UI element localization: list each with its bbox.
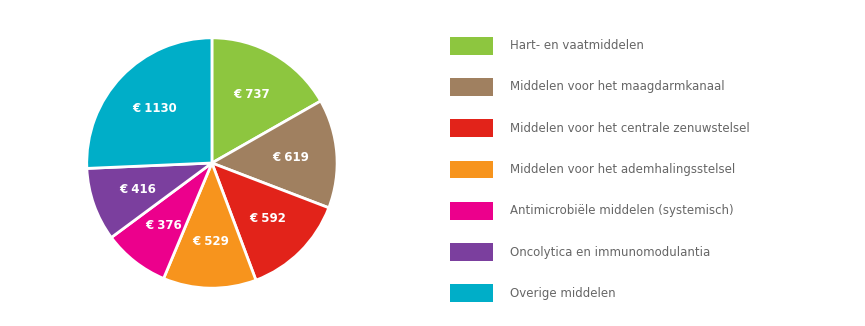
Text: € 592: € 592 (249, 213, 286, 226)
Text: Antimicrobiële middelen (systemisch): Antimicrobiële middelen (systemisch) (510, 204, 734, 217)
Bar (450, 243, 493, 261)
Bar (450, 78, 493, 96)
Bar (450, 119, 493, 137)
Bar (450, 161, 493, 179)
Text: Middelen voor het centrale zenuwstelsel: Middelen voor het centrale zenuwstelsel (510, 122, 750, 135)
Wedge shape (212, 163, 329, 280)
Wedge shape (163, 163, 256, 288)
Bar (450, 284, 493, 303)
Bar (450, 37, 493, 54)
Bar (450, 202, 493, 220)
Text: Overige middelen: Overige middelen (510, 287, 616, 300)
Text: € 376: € 376 (145, 218, 182, 231)
Wedge shape (86, 163, 212, 238)
Text: Middelen voor het ademhalingsstelsel: Middelen voor het ademhalingsstelsel (510, 163, 735, 176)
Text: € 1130: € 1130 (132, 102, 177, 115)
Wedge shape (212, 101, 337, 208)
Wedge shape (86, 38, 212, 169)
Text: Hart- en vaatmiddelen: Hart- en vaatmiddelen (510, 39, 644, 52)
Text: Middelen voor het maagdarmkanaal: Middelen voor het maagdarmkanaal (510, 81, 725, 94)
Text: € 619: € 619 (272, 151, 309, 164)
Text: € 416: € 416 (119, 183, 156, 196)
Text: € 529: € 529 (192, 235, 229, 248)
Text: Oncolytica en immunomodulantia: Oncolytica en immunomodulantia (510, 245, 711, 259)
Wedge shape (112, 163, 212, 278)
Wedge shape (212, 38, 321, 163)
Text: € 737: € 737 (234, 88, 270, 101)
